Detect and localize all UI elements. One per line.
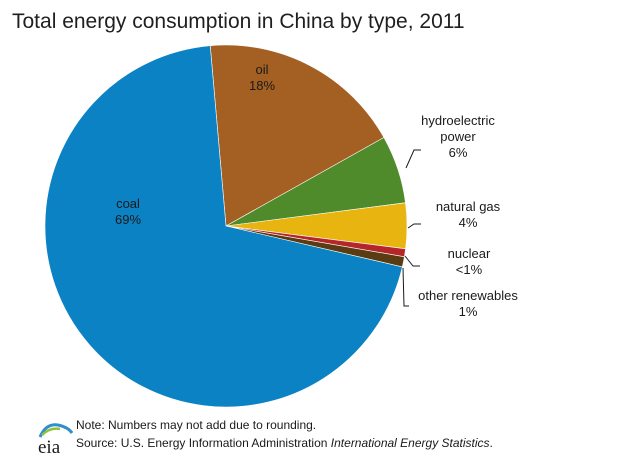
leader-line-natural-gas (407, 223, 421, 229)
eia-logo-text: eia (38, 437, 61, 458)
rounding-note: Note: Numbers may not add due to roundin… (76, 418, 317, 432)
leader-line-other-renewables (402, 267, 409, 307)
chart-footer: eia Note: Numbers may not add due to rou… (0, 414, 620, 469)
leader-line-hydroelectric-power (405, 149, 421, 169)
source-prefix: Source: U.S. Energy Information Administ… (76, 436, 331, 450)
slice-labels: coal 69% oil 18% hydroelectric power 6% natural… (115, 62, 518, 319)
chart-title: Total energy consumption in China by typ… (12, 10, 465, 33)
leader-line-nuclear (404, 255, 420, 267)
slice-label-coal: coal 69% (115, 196, 141, 227)
eia-logo: eia (38, 423, 74, 458)
pie-slice-coal (44, 45, 403, 408)
slice-label-hydroelectric-power: hydroelectric power 6% (421, 113, 495, 160)
slice-label-other-renewables: other renewables 1% (418, 288, 518, 319)
pie-chart: coal 69% oil 18% hydroelectric power 6% natural… (44, 44, 518, 408)
source-suffix: . (489, 436, 493, 450)
leader-lines (402, 149, 421, 307)
source-publication: International Energy Statistics (330, 436, 490, 450)
pie-slice-oil (209, 44, 385, 227)
slice-label-oil: oil 18% (249, 62, 275, 93)
pie-slices (44, 44, 408, 408)
source-line: Source: U.S. Energy Information Administ… (76, 436, 493, 450)
slice-label-nuclear: nuclear <1% (448, 246, 491, 277)
slice-label-natural-gas: natural gas 4% (436, 199, 501, 230)
